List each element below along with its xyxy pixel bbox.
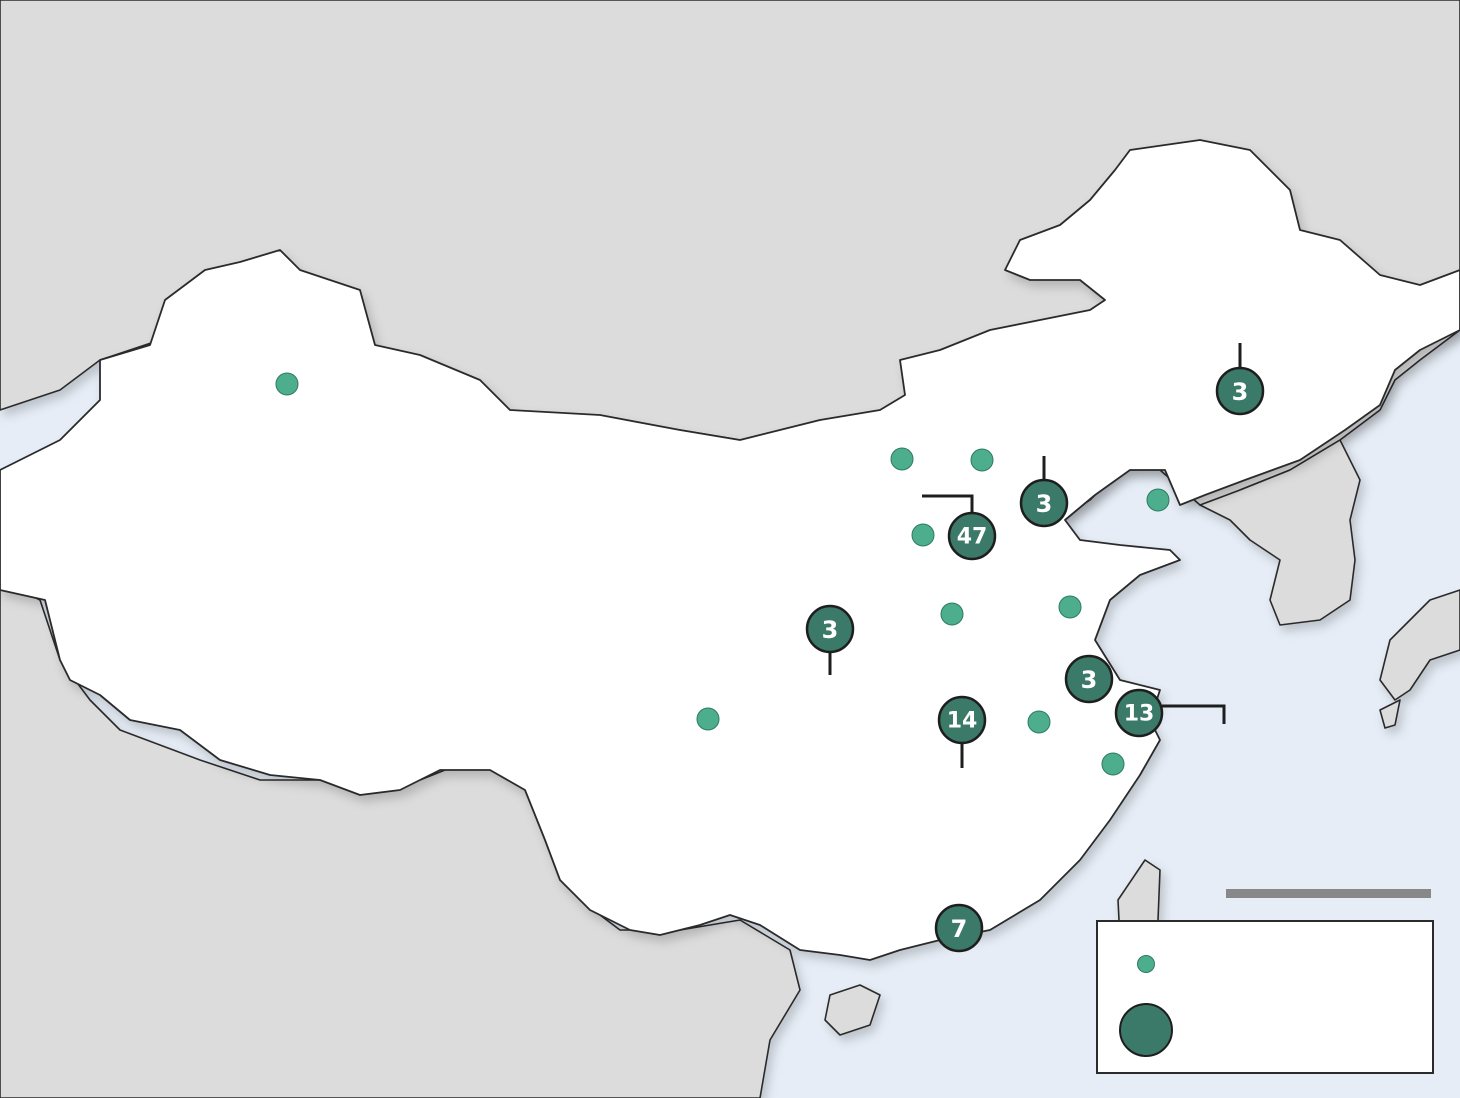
scale-bar: [1226, 889, 1431, 898]
single-marker: [890, 447, 914, 471]
count-label: 13: [1124, 702, 1155, 727]
legend-small-marker-icon: [1137, 955, 1155, 973]
count-marker-northeast[interactable]: 3: [1215, 366, 1265, 416]
count-marker-tianjin[interactable]: 3: [1019, 478, 1069, 528]
count-marker-shanghai[interactable]: 13: [1114, 688, 1164, 738]
leader-lines: [828, 343, 1242, 768]
legend-large-marker-icon: [1119, 1003, 1173, 1057]
single-marker: [696, 707, 720, 731]
count-label: 7: [951, 915, 968, 943]
single-marker: [275, 372, 299, 396]
count-marker-wuhan[interactable]: 14: [937, 695, 987, 745]
single-marker: [940, 602, 964, 626]
single-markers: [275, 372, 1170, 776]
count-label: 14: [947, 709, 978, 734]
count-label: 3: [1036, 490, 1053, 518]
count-label: 3: [822, 616, 839, 644]
count-marker-beijing[interactable]: 47: [947, 511, 997, 561]
count-markers: 3 3 47 3 3 13 14 7: [805, 366, 1265, 953]
count-label: 47: [957, 525, 988, 550]
china-land: [0, 139, 1460, 961]
single-marker: [1058, 595, 1082, 619]
single-marker: [911, 523, 935, 547]
count-marker-nanjing[interactable]: 3: [1064, 654, 1114, 704]
count-label: 3: [1232, 378, 1249, 406]
leader-line-shanghai: [1162, 704, 1226, 724]
leader-line-beijing: [922, 494, 974, 515]
count-marker-central-west[interactable]: 3: [805, 604, 855, 654]
count-marker-guangzhou[interactable]: 7: [934, 903, 984, 953]
count-label: 3: [1081, 666, 1098, 694]
single-marker: [970, 448, 994, 472]
single-marker: [1146, 488, 1170, 512]
single-marker: [1101, 752, 1125, 776]
single-marker: [1027, 710, 1051, 734]
legend: [1096, 920, 1434, 1074]
